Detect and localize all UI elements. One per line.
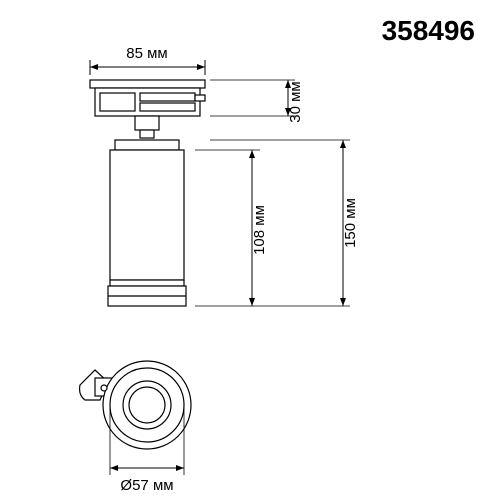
dim-total-label: 150 мм bbox=[342, 198, 359, 248]
dim-diameter-label: Ø57 мм bbox=[120, 477, 173, 494]
dim-body-label: 108 мм bbox=[251, 205, 268, 255]
dimension-total-height: 150 мм bbox=[195, 140, 359, 306]
dim-bracket-label: 30 мм bbox=[287, 81, 304, 122]
dim-width-label: 85 мм bbox=[126, 45, 167, 62]
technical-drawing: 85 мм 30 мм bbox=[0, 0, 500, 500]
track-adapter bbox=[90, 80, 205, 138]
dimension-width-top: 85 мм bbox=[90, 45, 205, 75]
bottom-view bbox=[80, 361, 191, 449]
product-code: 358496 bbox=[382, 15, 475, 47]
cylinder-body bbox=[108, 140, 186, 306]
dimension-bracket-height: 30 мм bbox=[210, 80, 304, 123]
dimension-body-height: 108 мм bbox=[195, 150, 268, 306]
